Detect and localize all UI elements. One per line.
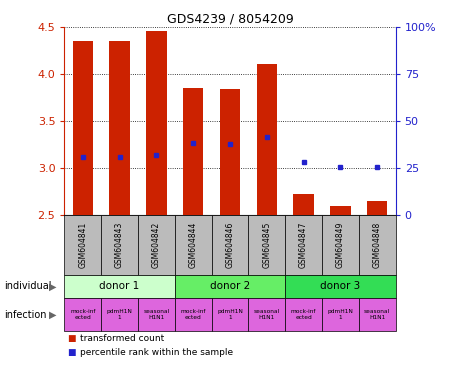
Text: pdmH1N
1: pdmH1N 1 (217, 309, 242, 320)
Bar (73, 41, 93, 215)
Text: ▶: ▶ (49, 281, 56, 291)
Text: ■: ■ (67, 348, 75, 357)
Text: pdmH1N
1: pdmH1N 1 (106, 309, 132, 320)
Text: GSM604846: GSM604846 (225, 222, 234, 268)
Bar (219, 89, 240, 215)
Text: donor 3: donor 3 (319, 281, 360, 291)
Text: ■: ■ (67, 334, 75, 343)
Text: GSM604843: GSM604843 (115, 222, 124, 268)
Text: percentile rank within the sample: percentile rank within the sample (80, 348, 233, 357)
Bar (293, 194, 313, 215)
Text: transformed count: transformed count (80, 334, 164, 343)
Text: GSM604847: GSM604847 (298, 222, 308, 268)
Text: individual: individual (5, 281, 52, 291)
Bar (109, 41, 129, 215)
Text: GSM604842: GSM604842 (151, 222, 161, 268)
Text: GSM604841: GSM604841 (78, 222, 87, 268)
Title: GDS4239 / 8054209: GDS4239 / 8054209 (166, 13, 293, 26)
Text: mock-inf
ected: mock-inf ected (180, 309, 206, 320)
Bar (146, 31, 166, 215)
Bar (256, 64, 276, 215)
Text: seasonal
H1N1: seasonal H1N1 (253, 309, 279, 320)
Text: GSM604849: GSM604849 (335, 222, 344, 268)
Text: mock-inf
ected: mock-inf ected (290, 309, 316, 320)
Text: GSM604848: GSM604848 (372, 222, 381, 268)
Text: donor 2: donor 2 (209, 281, 250, 291)
Bar (330, 206, 350, 215)
Text: seasonal
H1N1: seasonal H1N1 (143, 309, 169, 320)
Text: mock-inf
ected: mock-inf ected (70, 309, 95, 320)
Text: pdmH1N
1: pdmH1N 1 (327, 309, 353, 320)
Text: donor 1: donor 1 (99, 281, 140, 291)
Text: infection: infection (5, 310, 47, 320)
Bar (183, 88, 203, 215)
Bar (366, 201, 386, 215)
Text: GSM604844: GSM604844 (188, 222, 197, 268)
Text: GSM604845: GSM604845 (262, 222, 271, 268)
Text: seasonal
H1N1: seasonal H1N1 (364, 309, 389, 320)
Text: ▶: ▶ (49, 310, 56, 320)
